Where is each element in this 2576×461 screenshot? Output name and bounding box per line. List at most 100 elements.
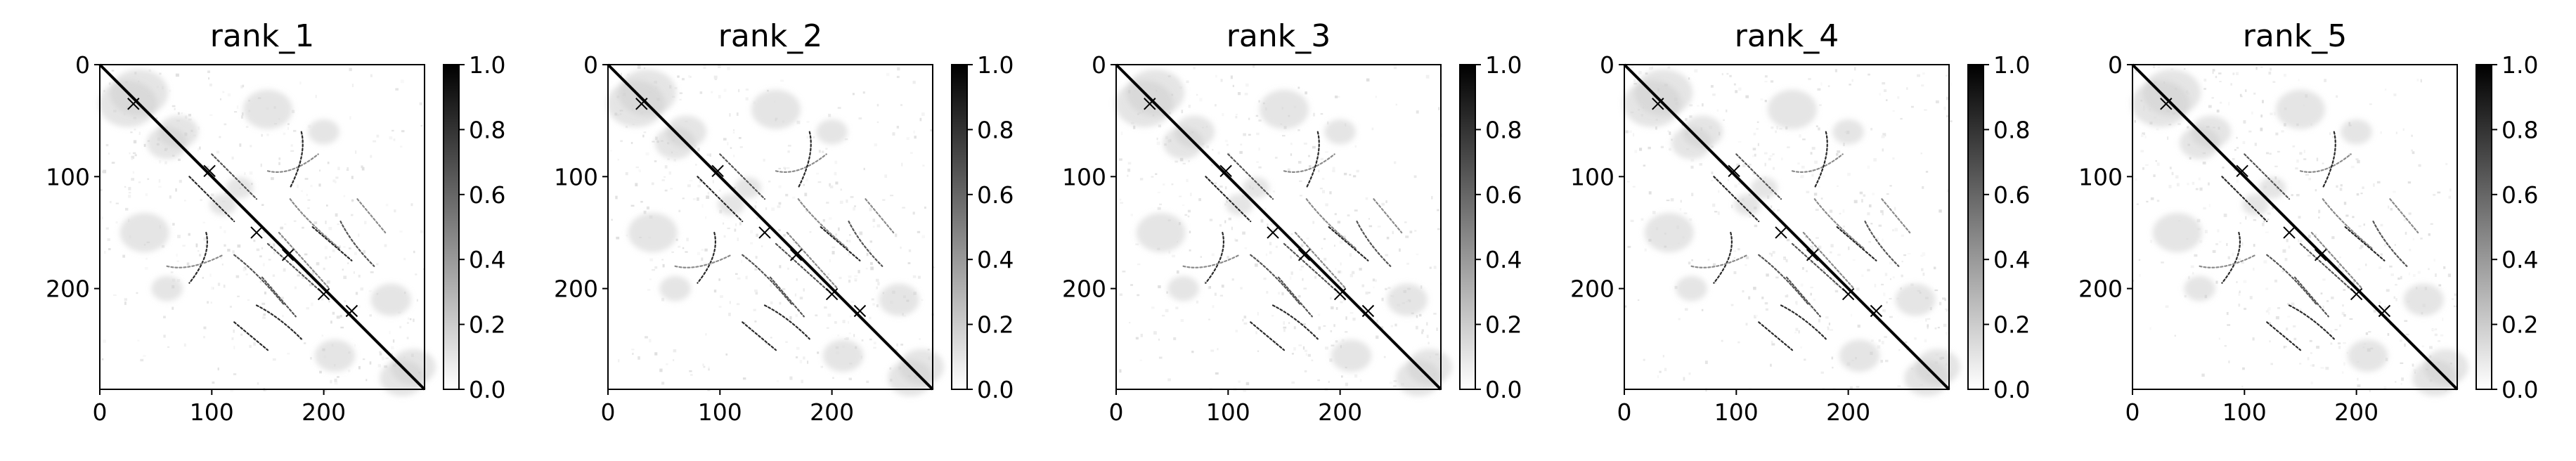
texture-speck bbox=[1723, 119, 1725, 122]
texture-speck bbox=[1924, 109, 1927, 111]
texture-speck bbox=[1258, 100, 1260, 103]
texture-speck bbox=[261, 134, 263, 137]
contact-arcs bbox=[1182, 131, 1403, 351]
texture-speck bbox=[896, 343, 898, 347]
texture-speck bbox=[351, 214, 354, 216]
texture-speck bbox=[1307, 353, 1311, 357]
texture-speck bbox=[1872, 193, 1875, 195]
texture-speck bbox=[182, 245, 186, 247]
texture-speck bbox=[2281, 130, 2284, 133]
contact-arc bbox=[2244, 153, 2291, 200]
texture-speck bbox=[102, 170, 105, 174]
texture-speck bbox=[2303, 158, 2307, 160]
texture-speck bbox=[848, 332, 851, 335]
texture-speck bbox=[2140, 134, 2144, 138]
texture-speck bbox=[2408, 212, 2412, 215]
texture-speck bbox=[736, 112, 739, 116]
contact-arc bbox=[1328, 226, 1369, 261]
texture-speck bbox=[1438, 107, 1440, 110]
texture-speck bbox=[1293, 326, 1296, 330]
texture-speck bbox=[1385, 200, 1387, 203]
texture-speck bbox=[1200, 256, 1202, 258]
texture-speck bbox=[737, 277, 741, 280]
texture-speck bbox=[750, 230, 753, 234]
texture-speck bbox=[1137, 264, 1141, 266]
texture-speck bbox=[2268, 322, 2272, 325]
texture-speck bbox=[1691, 259, 1693, 261]
texture-speck bbox=[2170, 68, 2174, 70]
contact-cluster bbox=[628, 212, 678, 253]
texture-speck bbox=[1219, 186, 1223, 188]
texture-speck bbox=[195, 243, 198, 247]
contact-arc bbox=[1836, 226, 1877, 261]
texture-speck bbox=[1730, 248, 1733, 250]
texture-speck bbox=[1317, 313, 1321, 316]
texture-speck bbox=[1898, 349, 1901, 351]
texture-speck bbox=[2428, 268, 2430, 271]
texture-speck bbox=[1775, 130, 1777, 134]
texture-speck bbox=[1903, 254, 1907, 257]
texture-speck bbox=[876, 103, 879, 107]
texture-speck bbox=[108, 82, 111, 85]
texture-speck bbox=[854, 275, 858, 277]
contact-cluster bbox=[1682, 115, 1723, 148]
texture-speck bbox=[723, 138, 727, 141]
texture-speck bbox=[2145, 164, 2149, 166]
texture-speck bbox=[1322, 190, 1325, 194]
texture-speck bbox=[869, 207, 872, 212]
texture-speck bbox=[2241, 242, 2244, 246]
texture-speck bbox=[360, 287, 364, 291]
texture-speck bbox=[1688, 77, 1690, 80]
texture-speck bbox=[242, 268, 246, 271]
texture-speck bbox=[1297, 129, 1300, 131]
texture-speck bbox=[370, 271, 374, 273]
colorbar-tick-label: 0.0 bbox=[1993, 376, 2030, 403]
texture-speck bbox=[1376, 319, 1378, 323]
colorbar-tick-label: 0.6 bbox=[2501, 181, 2538, 209]
texture-speck bbox=[2236, 72, 2239, 75]
contact-cluster bbox=[2184, 275, 2215, 301]
texture-speck bbox=[1914, 337, 1917, 340]
texture-speck bbox=[837, 227, 840, 231]
texture-speck bbox=[2254, 143, 2257, 146]
texture-speck bbox=[1883, 292, 1886, 297]
texture-speck bbox=[207, 301, 209, 304]
texture-speck bbox=[2238, 303, 2241, 307]
texture-speck bbox=[678, 209, 681, 213]
contact-cluster bbox=[822, 339, 864, 372]
texture-speck bbox=[280, 297, 284, 300]
texture-speck bbox=[2227, 324, 2231, 326]
texture-speck bbox=[1943, 323, 1947, 327]
texture-speck bbox=[1375, 279, 1377, 283]
texture-speck bbox=[789, 376, 793, 380]
texture-speck bbox=[2153, 65, 2156, 68]
texture-speck bbox=[2174, 335, 2176, 337]
texture-speck bbox=[300, 141, 303, 144]
contact-marker bbox=[2283, 226, 2296, 239]
texture-speck bbox=[1332, 167, 1335, 171]
texture-speck bbox=[211, 286, 213, 290]
colorbar-tick-label: 0.4 bbox=[469, 246, 505, 273]
contact-cluster bbox=[751, 89, 801, 129]
texture-speck bbox=[1892, 157, 1895, 160]
texture-speck bbox=[1275, 245, 1278, 248]
texture-speck bbox=[640, 200, 643, 203]
texture-speck bbox=[2270, 112, 2273, 115]
texture-speck bbox=[846, 240, 848, 242]
texture-speck bbox=[2241, 261, 2244, 264]
texture-speck bbox=[273, 243, 276, 247]
texture-speck bbox=[763, 158, 765, 162]
texture-speck bbox=[661, 382, 665, 385]
chart-title: rank_2 bbox=[718, 18, 822, 54]
texture-speck bbox=[1785, 259, 1788, 263]
texture-speck bbox=[1281, 292, 1284, 296]
texture-speck bbox=[2255, 66, 2258, 70]
texture-speck bbox=[2355, 158, 2359, 161]
texture-speck bbox=[853, 334, 855, 337]
texture-speck bbox=[876, 286, 879, 290]
texture-speck bbox=[787, 145, 791, 147]
texture-speck bbox=[1372, 278, 1376, 282]
texture-speck bbox=[1810, 292, 1812, 296]
texture-speck bbox=[2239, 93, 2242, 97]
